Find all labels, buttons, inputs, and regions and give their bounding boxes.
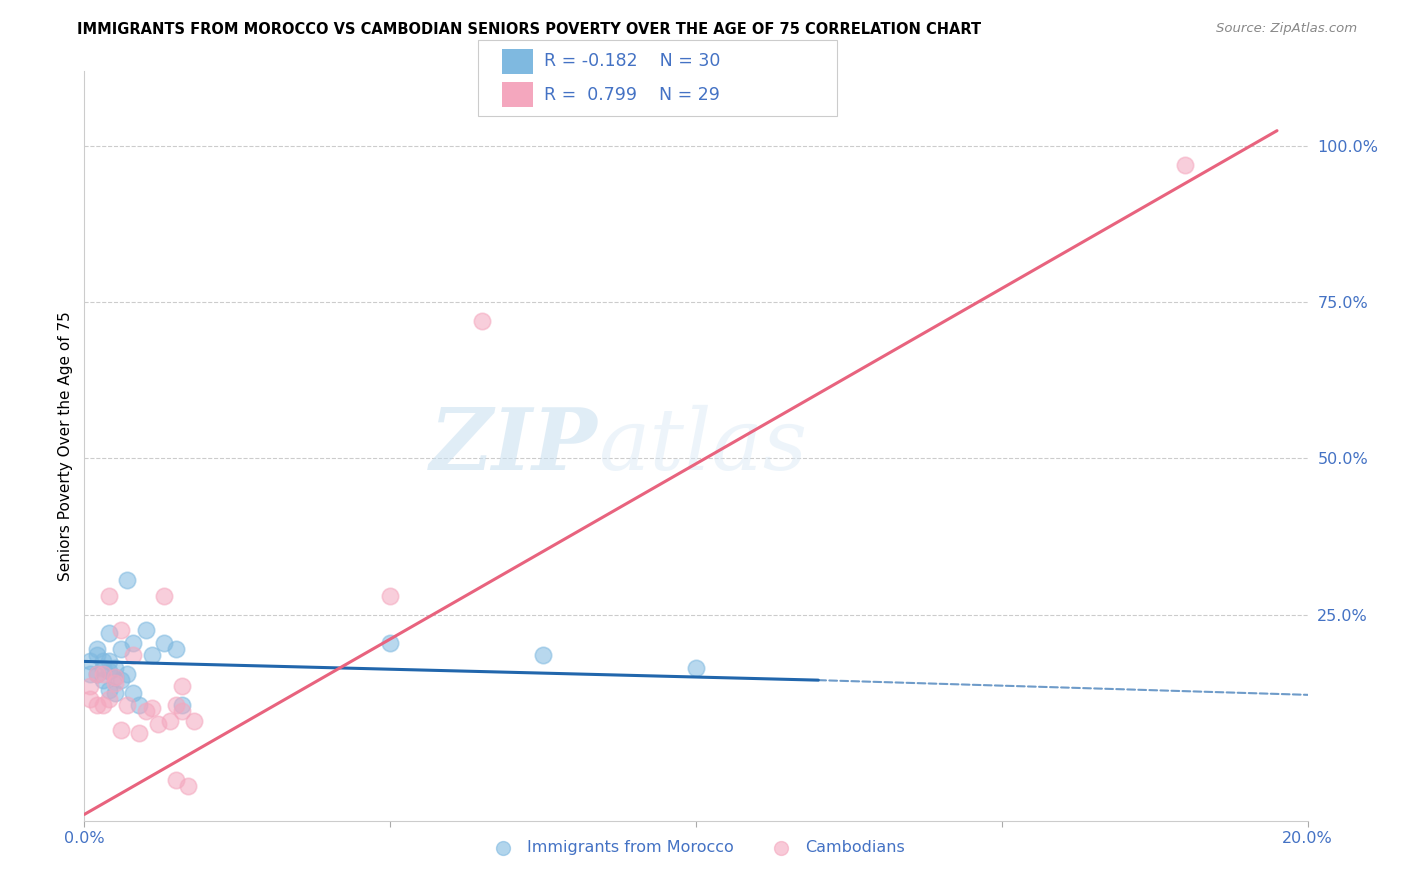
Point	[471, 314, 494, 328]
Text: R = -0.182    N = 30: R = -0.182 N = 30	[544, 53, 720, 70]
Point	[159, 714, 181, 728]
Point	[86, 648, 108, 662]
Point	[91, 667, 114, 681]
Point	[172, 705, 194, 719]
Point	[380, 635, 402, 649]
Point	[97, 655, 120, 669]
Point	[122, 686, 145, 700]
Text: R =  0.799    N = 29: R = 0.799 N = 29	[544, 86, 720, 103]
Point	[685, 660, 707, 675]
Point	[135, 623, 157, 637]
Point	[110, 642, 132, 657]
Point	[165, 772, 187, 788]
Point	[141, 701, 163, 715]
Point	[91, 655, 114, 669]
Point	[177, 780, 200, 794]
Point	[531, 648, 554, 662]
Point	[104, 670, 127, 684]
Point	[135, 705, 157, 719]
Text: Source: ZipAtlas.com: Source: ZipAtlas.com	[1216, 22, 1357, 36]
Text: IMMIGRANTS FROM MOROCCO VS CAMBODIAN SENIORS POVERTY OVER THE AGE OF 75 CORRELAT: IMMIGRANTS FROM MOROCCO VS CAMBODIAN SEN…	[77, 22, 981, 37]
Point	[141, 648, 163, 662]
Point	[165, 698, 187, 712]
Point	[1174, 158, 1197, 172]
Point	[79, 667, 101, 681]
Legend: Immigrants from Morocco, Cambodians: Immigrants from Morocco, Cambodians	[481, 834, 911, 862]
Point	[79, 680, 101, 694]
Point	[115, 667, 138, 681]
Point	[115, 698, 138, 712]
Point	[91, 660, 114, 675]
Point	[128, 726, 150, 740]
Point	[97, 664, 120, 678]
Point	[86, 698, 108, 712]
Point	[86, 642, 108, 657]
Point	[79, 655, 101, 669]
Point	[97, 682, 120, 697]
Y-axis label: Seniors Poverty Over the Age of 75: Seniors Poverty Over the Age of 75	[58, 311, 73, 581]
Point	[172, 680, 194, 694]
Point	[91, 673, 114, 688]
Point	[122, 648, 145, 662]
Point	[97, 589, 120, 603]
Point	[86, 667, 108, 681]
Point	[86, 667, 108, 681]
Point	[110, 623, 132, 637]
Point	[110, 723, 132, 737]
Text: ZIP: ZIP	[430, 404, 598, 488]
Point	[97, 692, 120, 706]
Point	[146, 717, 169, 731]
Point	[104, 686, 127, 700]
Point	[115, 574, 138, 588]
Point	[104, 676, 127, 690]
Point	[79, 692, 101, 706]
Point	[153, 589, 176, 603]
Point	[91, 698, 114, 712]
Point	[172, 698, 194, 712]
Point	[165, 642, 187, 657]
Text: atlas: atlas	[598, 405, 807, 487]
Point	[128, 698, 150, 712]
Point	[104, 670, 127, 684]
Point	[97, 626, 120, 640]
Point	[153, 635, 176, 649]
Point	[122, 635, 145, 649]
Point	[380, 589, 402, 603]
Point	[183, 714, 205, 728]
Point	[104, 660, 127, 675]
Point	[110, 673, 132, 688]
